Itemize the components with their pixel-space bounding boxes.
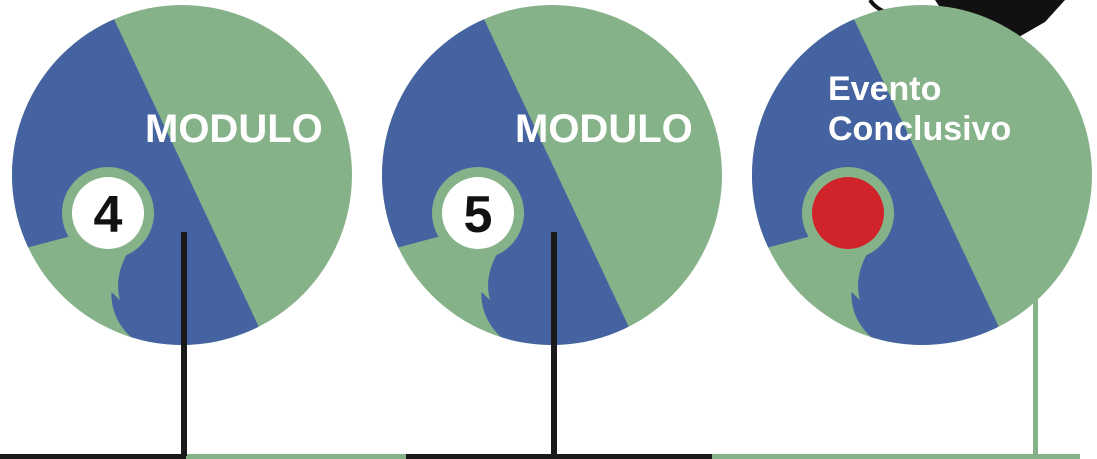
baseline xyxy=(0,454,1080,459)
event-title: Conclusivo xyxy=(828,110,1011,148)
module-title: MODULO xyxy=(515,107,693,151)
stem xyxy=(551,232,557,456)
event-title: Evento xyxy=(828,70,941,108)
badge xyxy=(812,177,884,249)
module-number: 4 xyxy=(94,186,123,244)
stem xyxy=(181,232,187,456)
stem xyxy=(1033,292,1038,456)
timeline-graphic: MODULO 4 MODULO 5 EventoConclusivo xyxy=(0,0,1097,459)
module-circle: MODULO 4 xyxy=(0,0,352,456)
module-circle: MODULO 5 xyxy=(370,0,722,456)
module-number: 5 xyxy=(464,186,493,244)
module-title: MODULO xyxy=(145,107,323,151)
